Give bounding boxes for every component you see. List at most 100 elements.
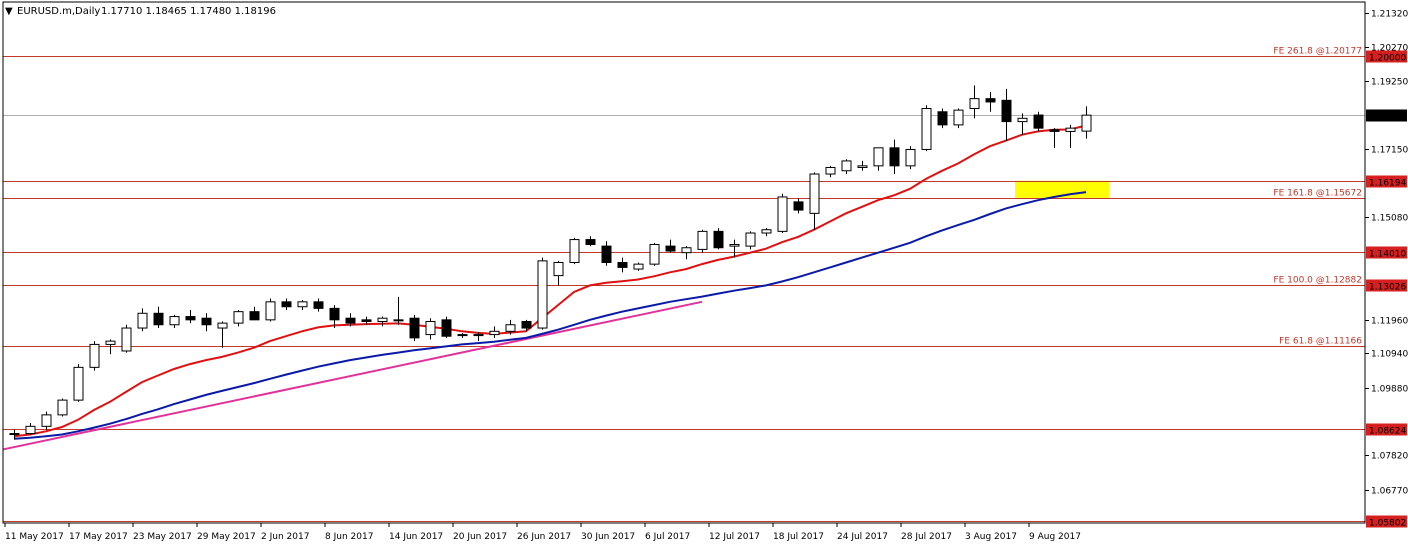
price-tick-label: 1.21320 (1371, 10, 1408, 20)
date-tick-label: 17 May 2017 (69, 532, 128, 542)
bear-candle (1033, 114, 1044, 129)
bear-candle (617, 262, 628, 268)
bear-candle (585, 239, 596, 245)
price-tick-label: 1.17150 (1371, 146, 1408, 156)
bull-candle (297, 301, 308, 308)
bull-candle (905, 148, 916, 167)
bull-candle (217, 322, 228, 329)
bull-candle (41, 414, 52, 427)
bull-candle (633, 263, 644, 270)
slow-moving-average (13, 191, 1087, 440)
bull-candle (537, 260, 548, 329)
bull-candle (697, 230, 708, 250)
bull-candle (233, 311, 244, 324)
bull-candle (377, 317, 388, 322)
bull-candle (1017, 117, 1028, 123)
price-tag-label: 1.18196 (1369, 113, 1406, 123)
bull-candle (745, 232, 756, 247)
bear-candle (361, 319, 372, 322)
target-zone (1015, 180, 1109, 198)
dropdown-arrow-icon[interactable]: ▼ (5, 6, 13, 17)
bull-candle (777, 196, 788, 232)
price-tag (1366, 423, 1407, 436)
bear-candle (345, 317, 356, 324)
price-tick-label: 1.09880 (1371, 385, 1408, 395)
price-tag (1366, 175, 1407, 188)
bull-candle (649, 243, 660, 265)
bear-candle (201, 317, 212, 326)
bear-candle (793, 201, 804, 211)
bull-candle (569, 239, 580, 264)
bull-candle (169, 316, 180, 326)
bear-candle (1049, 129, 1060, 132)
price-tick-label: 1.11960 (1371, 317, 1408, 327)
price-tick-label: 1.15080 (1371, 214, 1408, 224)
bear-candle (601, 245, 612, 263)
price-tick-label: 1.10940 (1371, 350, 1408, 360)
date-tick-label: 2 Jun 2017 (261, 532, 309, 542)
bull-candle (121, 327, 132, 352)
bear-candle (185, 316, 196, 321)
bear-candle (329, 307, 340, 321)
price-tick-label: 1.07820 (1371, 452, 1408, 462)
bear-candle (441, 319, 452, 337)
bull-candle (73, 366, 84, 401)
bull-candle (25, 425, 36, 435)
bear-candle (985, 98, 996, 103)
bear-candle (665, 245, 676, 252)
price-tags-layer: 1.20000 1.18196 1.16194 1.14010 1.13026 1.086… (1366, 50, 1407, 529)
bull-candle (393, 319, 404, 322)
bear-candle (457, 334, 468, 337)
bull-candle (89, 343, 100, 368)
bull-candle (825, 166, 836, 175)
bull-candle (681, 247, 692, 254)
bull-candle (1065, 127, 1076, 132)
bull-candle (265, 301, 276, 321)
date-tick-label: 18 Jul 2017 (773, 532, 824, 542)
trendline-layer (2, 300, 703, 451)
fe-label: FE 100.0 @1.12882 (1273, 276, 1362, 286)
bear-candle (889, 147, 900, 167)
price-tag (1366, 279, 1407, 292)
price-tag (1366, 50, 1407, 63)
bull-candle (505, 324, 516, 332)
date-tick-label: 9 Aug 2017 (1029, 532, 1081, 542)
bear-candle (937, 111, 948, 126)
ohlc-label: 1.17710 1.18465 1.17480 1.18196 (101, 6, 276, 17)
bear-candle (249, 311, 260, 321)
bull-candle (9, 433, 20, 436)
bear-candle (153, 312, 164, 326)
price-tick-label: 1.20270 (1371, 44, 1408, 54)
chart-header: ▼ EURUSD.m,Daily 1.17710 1.18465 1.17480… (5, 6, 276, 17)
bear-candle (713, 230, 724, 249)
date-tick-label: 30 Jun 2017 (581, 532, 635, 542)
bull-candle (969, 98, 980, 109)
date-tick-label: 28 Jul 2017 (901, 532, 952, 542)
price-tick-label: 1.06770 (1371, 487, 1408, 497)
price-tag (1366, 246, 1407, 259)
date-tick-label: 8 Jun 2017 (325, 532, 373, 542)
date-tick-label: 24 Jul 2017 (837, 532, 888, 542)
price-tag-label: 1.14010 (1369, 250, 1406, 260)
bear-candle (521, 320, 532, 329)
date-tick-label: 6 Jul 2017 (645, 532, 690, 542)
price-tag (1366, 109, 1407, 122)
price-tag-label: 1.16194 (1369, 179, 1406, 189)
bull-candle (809, 173, 820, 214)
price-tag-label: 1.08624 (1369, 427, 1406, 437)
bull-candle (761, 229, 772, 234)
date-tick-label: 23 May 2017 (133, 532, 192, 542)
bear-candle (281, 301, 292, 308)
price-tag-label: 1.05802 (1369, 519, 1406, 529)
fe-label: FE 261.8 @1.20177 (1273, 47, 1362, 57)
bull-candle (137, 312, 148, 329)
bull-candle (1081, 114, 1092, 132)
date-tick-label: 3 Aug 2017 (965, 532, 1017, 542)
date-tick-label: 11 May 2017 (5, 532, 64, 542)
symbol-label: EURUSD.m,Daily (17, 6, 100, 17)
bull-candle (473, 334, 484, 337)
level-lines-layer: FE 261.8 @1.20177 FE 161.8 @1.15672 FE 100… (3, 47, 1365, 522)
